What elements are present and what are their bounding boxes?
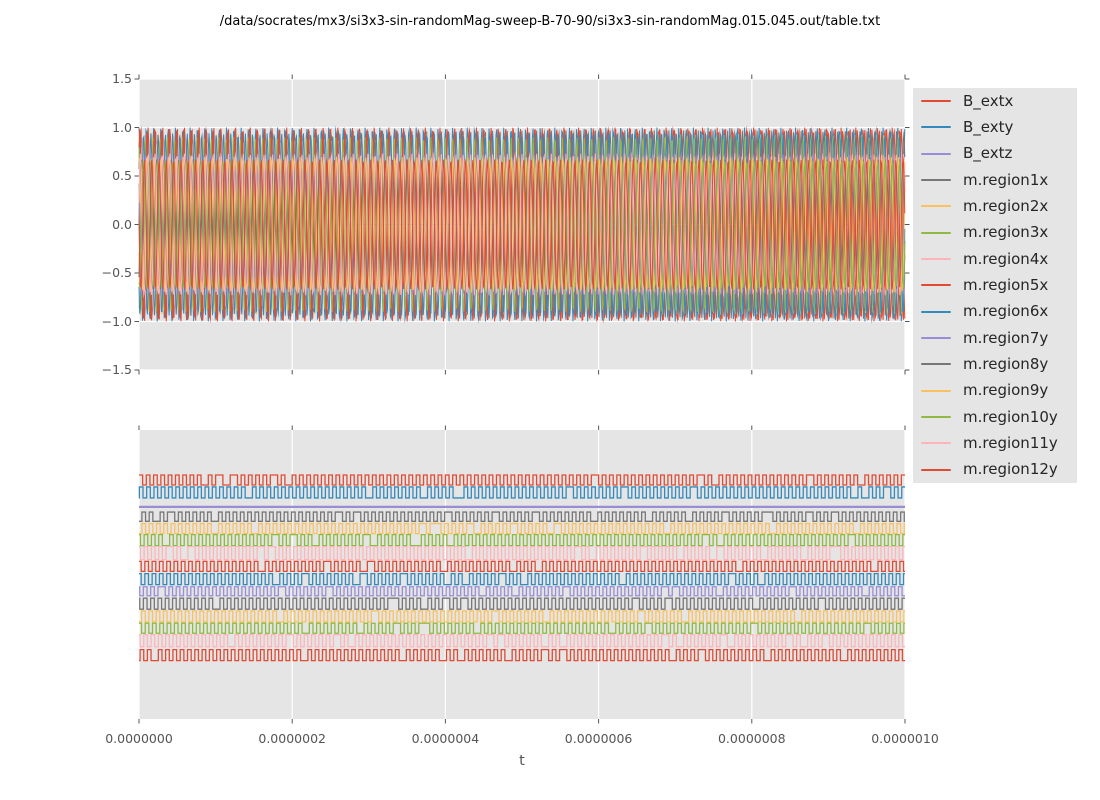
legend-entry-label: m.region3x (963, 223, 1049, 242)
legend-line-sample (921, 284, 951, 287)
x-tick-label: 0.0000002 (258, 731, 326, 746)
legend-entry: m.region12y (913, 457, 1077, 483)
legend-entry-label: B_extz (963, 144, 1013, 163)
legend-entry-label: m.region6x (963, 302, 1049, 321)
legend-line-sample (921, 205, 951, 208)
legend-entry: m.region4x (913, 246, 1077, 272)
y-tick-label: 1.0 (112, 119, 132, 135)
legend-line-sample (921, 389, 951, 392)
legend-line-sample (921, 442, 951, 445)
legend-line-sample (921, 363, 951, 366)
legend-entry-label: m.region12y (963, 460, 1058, 479)
legend-line-sample (921, 100, 951, 103)
y-tick-label: 0.5 (112, 168, 132, 183)
x-tick-label: 0.0000008 (717, 731, 786, 746)
legend-entry: m.region6x (913, 299, 1077, 325)
legend-entry-label: B_exty (963, 117, 1014, 136)
legend-entry: B_extz (913, 141, 1077, 167)
legend-line-sample (921, 468, 951, 471)
y-tick-label: −1.5 (101, 362, 132, 377)
y-tick-label: 0.0 (112, 216, 132, 232)
y-tick-label: 1.5 (112, 71, 132, 86)
legend-line-sample (921, 126, 951, 129)
legend-entry-label: B_extx (963, 91, 1014, 110)
legend-entry-label: m.region11y (963, 433, 1058, 452)
legend-line-sample (921, 337, 951, 340)
legend-entry: m.region5x (913, 272, 1077, 298)
legend-entry-label: m.region5x (963, 275, 1049, 294)
legend-entry: B_exty (913, 114, 1077, 140)
legend-entry: m.region2x (913, 193, 1077, 219)
legend-entry-label: m.region10y (963, 407, 1058, 426)
legend-line-sample (921, 152, 951, 155)
x-tick-label: 0.0000004 (411, 731, 480, 746)
legend-entry-label: m.region2x (963, 196, 1049, 215)
x-tick-label: 0.0000000 (105, 731, 173, 746)
legend-entry: m.region1x (913, 167, 1077, 193)
legend-entry: m.region7y (913, 325, 1077, 351)
legend-entry: B_extx (913, 88, 1077, 114)
legend-line-sample (921, 258, 951, 261)
x-tick-label: 0.0000006 (564, 731, 633, 746)
legend: B_extx B_exty B_extz m.region1x m.region2x m.… (913, 88, 1077, 483)
y-tick-label: −1.0 (101, 313, 132, 329)
legend-line-sample (921, 231, 951, 234)
y-tick-label: −0.5 (101, 265, 132, 280)
legend-entry: m.region9y (913, 378, 1077, 404)
legend-entry: m.region3x (913, 220, 1077, 246)
legend-entry-label: m.region4x (963, 249, 1049, 268)
legend-entry-label: m.region8y (963, 354, 1049, 373)
legend-entry: m.region10y (913, 404, 1077, 430)
legend-entry: m.region11y (913, 430, 1077, 456)
x-tick-label: 0.0000010 (871, 731, 939, 746)
legend-line-sample (921, 416, 951, 419)
legend-entry-label: m.region1x (963, 170, 1049, 189)
legend-entry-label: m.region9y (963, 381, 1049, 400)
legend-entry-label: m.region7y (963, 328, 1049, 347)
x-axis-label: t (519, 753, 525, 769)
legend-line-sample (921, 179, 951, 182)
legend-line-sample (921, 310, 951, 313)
legend-entry: m.region8y (913, 351, 1077, 377)
figure-title: /data/socrates/mx3/si3x3-sin-randomMag-s… (219, 14, 881, 29)
